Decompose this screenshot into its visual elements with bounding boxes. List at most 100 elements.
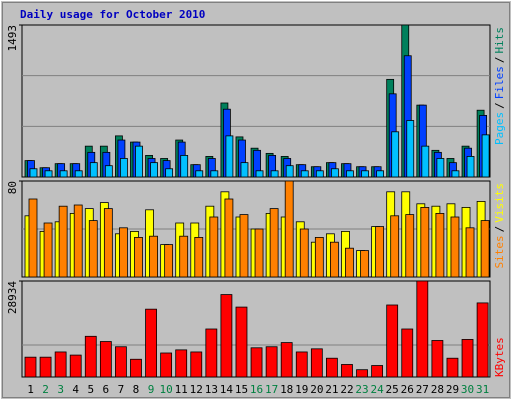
bar — [73, 204, 83, 278]
x-tick-label: 14 — [220, 383, 234, 396]
x-tick-label: 22 — [340, 383, 353, 396]
x-tick-label: 10 — [160, 383, 173, 396]
bar — [209, 216, 219, 278]
bar — [89, 162, 98, 178]
bar — [391, 131, 400, 178]
bar — [175, 349, 188, 378]
bar — [160, 352, 173, 378]
x-tick-label: 28 — [431, 383, 444, 396]
bar — [416, 280, 429, 378]
x-tick-label: 25 — [386, 383, 399, 396]
bar — [210, 170, 219, 178]
bar — [195, 170, 204, 178]
bar — [421, 145, 430, 178]
x-tick-label: 9 — [148, 383, 155, 396]
x-tick-label: 15 — [235, 383, 248, 396]
x-tick-label: 12 — [190, 383, 203, 396]
bar — [401, 328, 414, 378]
bar — [205, 328, 218, 378]
bar — [436, 158, 445, 178]
bar — [346, 170, 354, 178]
bar — [194, 236, 204, 278]
bar — [39, 356, 52, 378]
bar — [431, 340, 444, 378]
bar — [269, 208, 279, 278]
bar — [28, 198, 38, 278]
bar — [480, 220, 490, 278]
bar — [265, 346, 278, 378]
bar — [299, 228, 309, 278]
x-tick-label: 19 — [295, 383, 308, 396]
bar — [59, 170, 68, 178]
bar — [179, 235, 189, 278]
x-tick-label: 17 — [265, 383, 278, 396]
x-tick-label: 21 — [325, 383, 338, 396]
bar — [120, 158, 128, 178]
bar — [99, 341, 112, 378]
bar — [24, 356, 37, 378]
bar — [58, 205, 68, 278]
y-tick-label: 28934 — [6, 281, 19, 314]
bar — [466, 156, 475, 178]
bar — [435, 212, 445, 278]
y-tick-label: 1493 — [6, 25, 19, 52]
bar — [240, 162, 249, 178]
bar — [329, 241, 339, 278]
x-tick-label: 8 — [133, 383, 140, 396]
bar — [164, 244, 174, 278]
bar — [180, 155, 189, 178]
bar — [295, 351, 308, 378]
bar — [115, 346, 127, 378]
bar — [481, 134, 490, 178]
bar — [446, 357, 459, 378]
legend-separator: / — [493, 102, 506, 109]
bar — [84, 335, 97, 378]
bar — [54, 351, 67, 378]
bar — [220, 294, 233, 378]
bar — [235, 306, 248, 378]
bar — [376, 170, 385, 178]
bar — [239, 214, 249, 278]
legend-separator: / — [493, 57, 506, 64]
x-tick-label: 26 — [401, 383, 414, 396]
x-tick-label: 24 — [370, 383, 384, 396]
bar — [325, 357, 338, 378]
x-tick-label: 29 — [446, 383, 459, 396]
bar — [420, 206, 430, 278]
legend: KBytes — [493, 337, 506, 377]
bar — [103, 208, 113, 278]
bar — [300, 170, 309, 178]
bar — [250, 347, 263, 378]
bar — [150, 162, 158, 178]
bar — [310, 348, 323, 378]
legend-entry: Sites — [493, 235, 506, 268]
bar — [285, 165, 294, 178]
legend-entry: Visits — [493, 183, 506, 223]
x-tick-label: 5 — [87, 383, 94, 396]
x-tick-label: 30 — [461, 383, 474, 396]
legend-entry: Hits — [493, 27, 506, 54]
bar — [74, 170, 83, 178]
bar — [104, 165, 113, 178]
chart-title: Daily usage for October 2010 — [20, 8, 205, 21]
bar — [165, 168, 174, 178]
bar — [43, 222, 53, 278]
x-tick-label: 20 — [310, 383, 323, 396]
bar — [190, 351, 203, 378]
legend-entry: KBytes — [493, 337, 506, 377]
bar — [451, 170, 460, 178]
bar — [134, 236, 143, 278]
bar — [450, 216, 460, 278]
x-tick-label: 11 — [175, 383, 188, 396]
x-tick-label: 4 — [72, 383, 79, 396]
bar — [345, 247, 354, 278]
x-tick-label: 18 — [280, 383, 293, 396]
x-tick-label: 16 — [250, 383, 263, 396]
bar — [341, 364, 353, 378]
bar — [476, 302, 489, 378]
x-tick-label: 27 — [416, 383, 429, 396]
bar — [44, 170, 53, 178]
x-tick-label: 2 — [42, 383, 49, 396]
